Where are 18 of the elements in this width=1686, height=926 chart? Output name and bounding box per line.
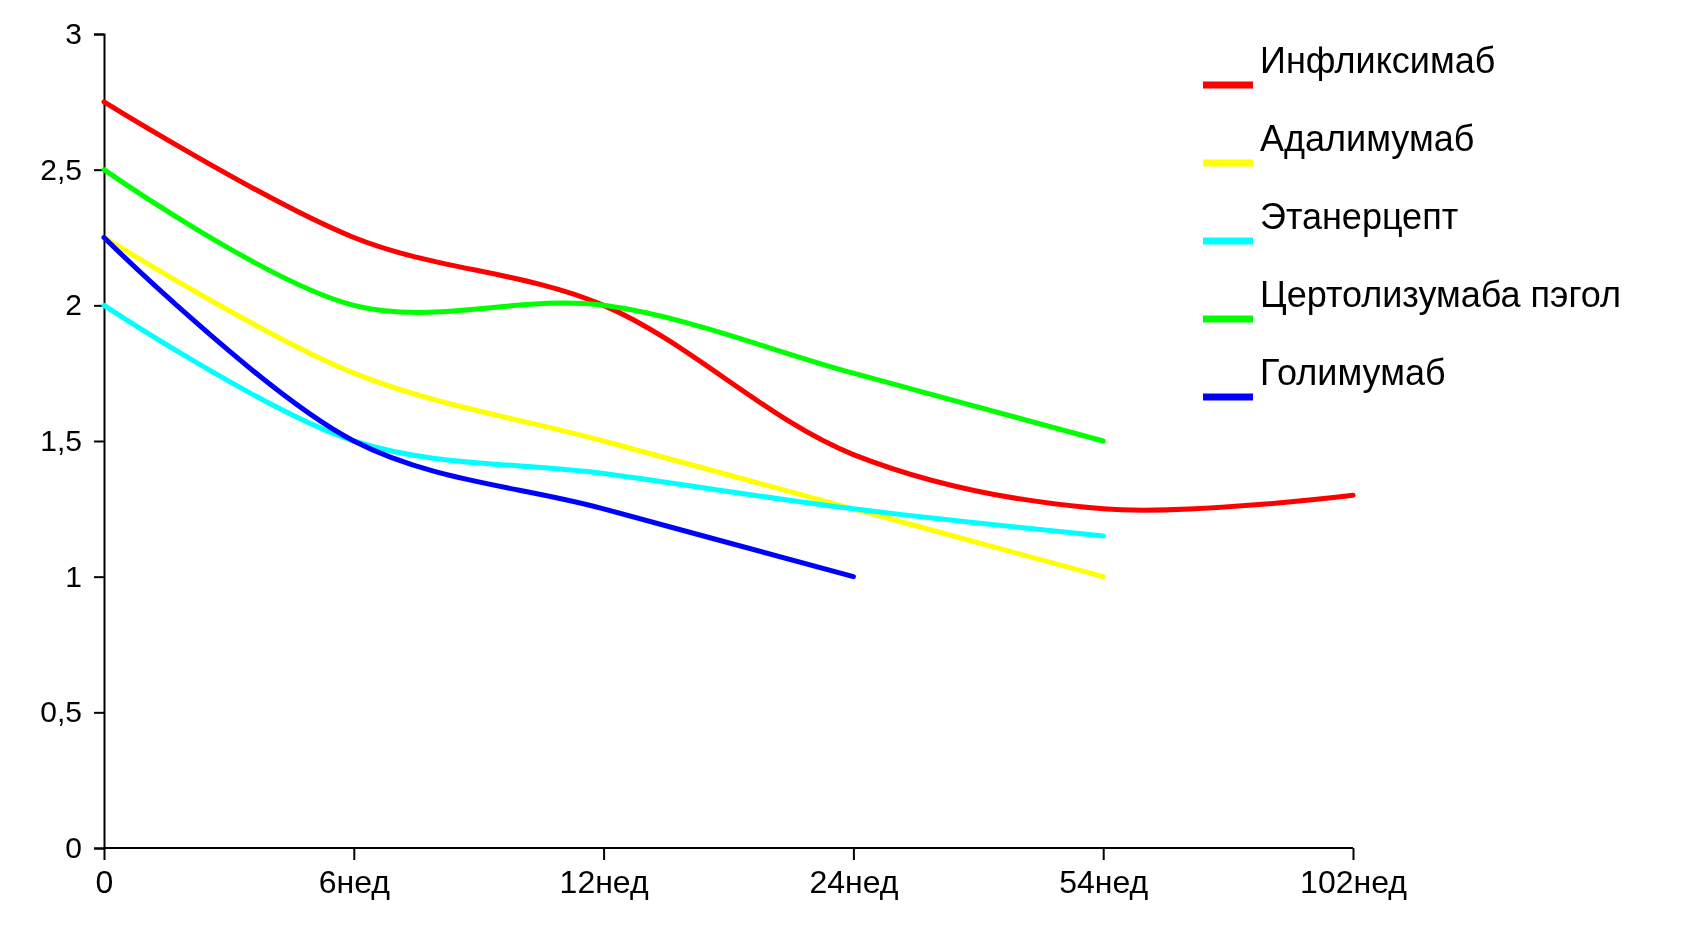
y-tick-label: 3 [65,17,82,51]
x-tick-label: 102нед [1300,863,1408,900]
x-tick-label: 12нед [559,863,649,900]
y-tick-label: 2 [65,288,82,322]
legend-label: Цертолизумаба пэгол [1260,274,1622,315]
y-tick-label: 0,5 [40,695,82,729]
y-tick-label: 1,5 [40,424,82,458]
legend-label: Инфликсимаб [1260,40,1496,81]
x-tick-label: 6нед [318,863,391,900]
legend-label: Адалимумаб [1260,118,1475,159]
y-tick-label: 0 [65,831,82,865]
legend-label: Этанерцепт [1260,196,1459,237]
y-tick-label: 2,5 [40,152,82,186]
x-tick-label: 24нед [809,863,899,900]
x-tick-label: 0 [95,863,114,900]
legend-label: Голимумаб [1260,352,1446,393]
y-tick-label: 1 [65,559,82,593]
x-tick-label: 54нед [1059,863,1149,900]
